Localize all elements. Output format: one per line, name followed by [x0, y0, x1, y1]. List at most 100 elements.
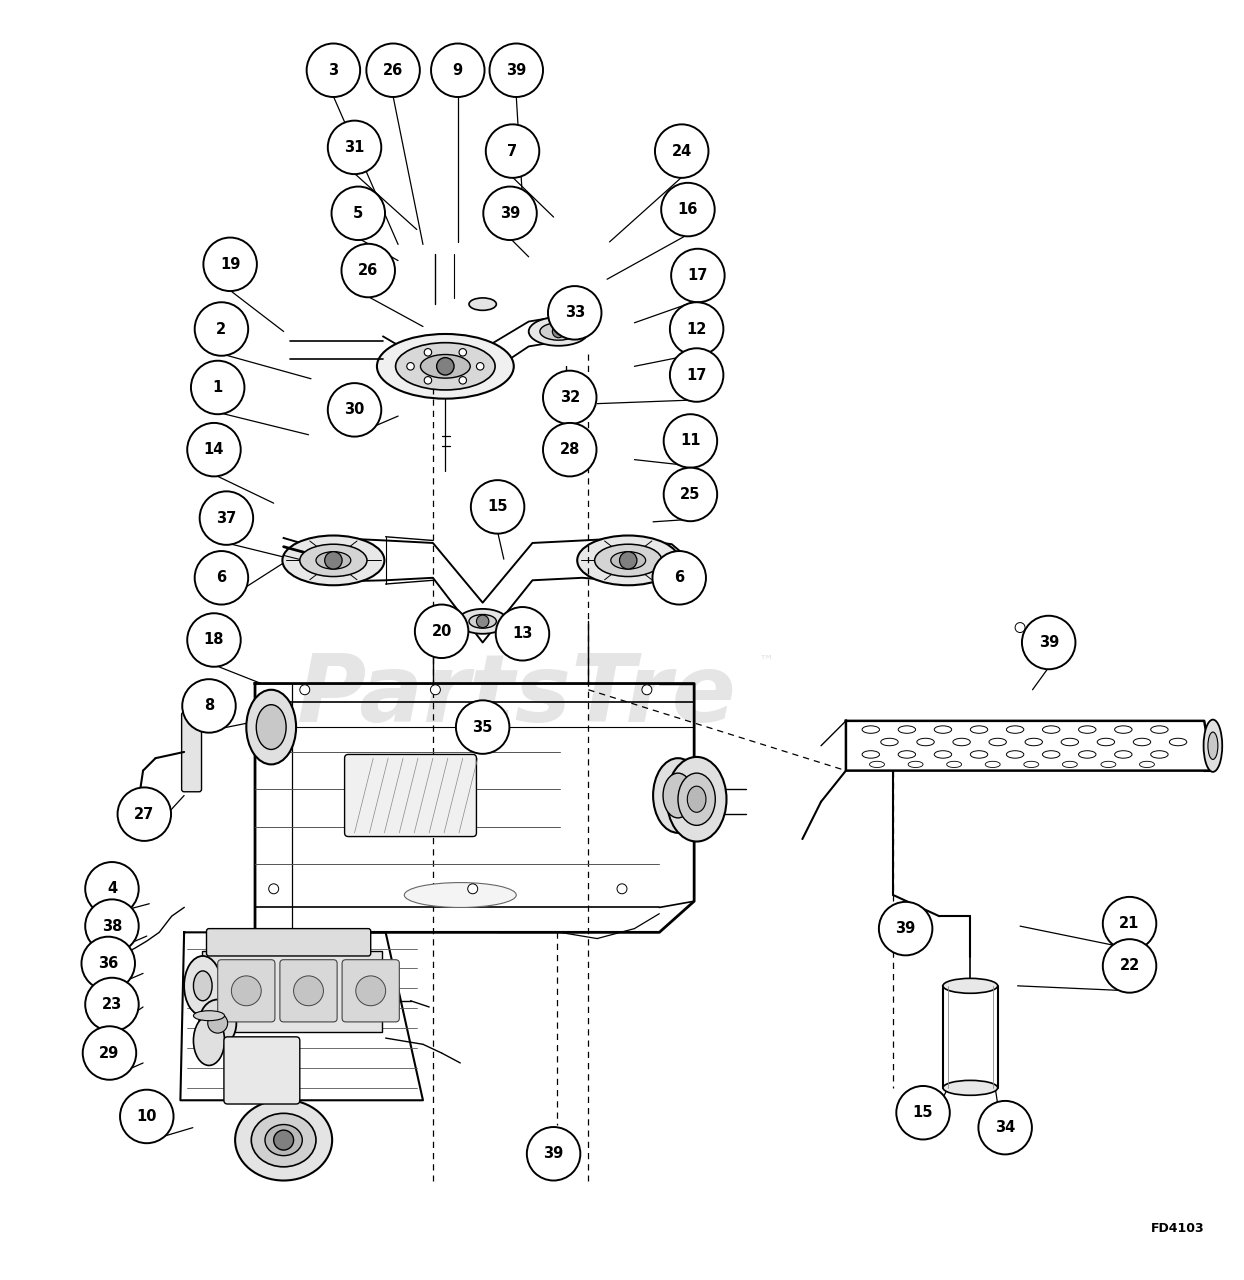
Circle shape: [485, 124, 539, 178]
Circle shape: [489, 44, 542, 97]
Ellipse shape: [1208, 732, 1218, 759]
Circle shape: [526, 1126, 580, 1180]
Ellipse shape: [1079, 750, 1096, 758]
Ellipse shape: [1115, 726, 1132, 733]
Ellipse shape: [898, 726, 916, 733]
FancyBboxPatch shape: [207, 928, 371, 956]
FancyBboxPatch shape: [557, 390, 575, 411]
Ellipse shape: [595, 544, 662, 576]
Ellipse shape: [404, 883, 516, 908]
Text: 39: 39: [896, 922, 916, 936]
Ellipse shape: [184, 956, 221, 1016]
Circle shape: [669, 348, 724, 402]
Ellipse shape: [529, 317, 588, 346]
Circle shape: [119, 1089, 173, 1143]
Ellipse shape: [469, 614, 496, 628]
Ellipse shape: [193, 1016, 224, 1065]
Ellipse shape: [1203, 719, 1222, 772]
Circle shape: [542, 422, 596, 476]
Circle shape: [199, 492, 253, 545]
Text: 18: 18: [204, 632, 224, 648]
Text: 31: 31: [345, 140, 364, 155]
Text: 9: 9: [453, 63, 463, 78]
FancyBboxPatch shape: [218, 960, 275, 1021]
FancyBboxPatch shape: [182, 712, 202, 792]
Circle shape: [1021, 616, 1075, 669]
Text: 12: 12: [687, 321, 707, 337]
Circle shape: [82, 1027, 136, 1080]
Ellipse shape: [540, 323, 577, 340]
Circle shape: [274, 1130, 294, 1149]
Ellipse shape: [953, 739, 970, 746]
Ellipse shape: [943, 978, 998, 993]
Circle shape: [878, 902, 932, 955]
Circle shape: [194, 302, 248, 356]
Text: 21: 21: [1120, 916, 1140, 931]
Circle shape: [476, 616, 489, 627]
Ellipse shape: [316, 552, 351, 570]
Ellipse shape: [687, 786, 707, 813]
Circle shape: [325, 552, 342, 570]
Ellipse shape: [1061, 739, 1079, 746]
Text: 23: 23: [102, 997, 122, 1012]
Circle shape: [437, 357, 454, 375]
Ellipse shape: [577, 535, 679, 585]
Circle shape: [203, 238, 256, 291]
Ellipse shape: [458, 609, 508, 634]
Circle shape: [331, 187, 384, 241]
Circle shape: [652, 552, 705, 604]
Text: 36: 36: [98, 956, 118, 972]
Ellipse shape: [934, 726, 952, 733]
Ellipse shape: [256, 705, 286, 750]
Ellipse shape: [1133, 739, 1151, 746]
Ellipse shape: [1024, 762, 1039, 768]
Text: 33: 33: [565, 306, 585, 320]
Circle shape: [664, 467, 717, 521]
Ellipse shape: [1006, 750, 1024, 758]
Ellipse shape: [235, 1100, 332, 1180]
Text: ™: ™: [759, 654, 774, 668]
Ellipse shape: [265, 1125, 302, 1156]
Circle shape: [85, 978, 138, 1032]
FancyBboxPatch shape: [345, 754, 476, 837]
Circle shape: [190, 361, 244, 415]
Circle shape: [424, 376, 432, 384]
Text: 26: 26: [383, 63, 403, 78]
Text: 17: 17: [687, 367, 707, 383]
Ellipse shape: [1042, 750, 1060, 758]
Text: 24: 24: [672, 143, 692, 159]
Text: 25: 25: [680, 486, 700, 502]
Ellipse shape: [193, 1011, 224, 1020]
Ellipse shape: [1169, 739, 1187, 746]
Text: 15: 15: [488, 499, 508, 515]
Circle shape: [424, 348, 432, 356]
Text: 20: 20: [432, 623, 452, 639]
Ellipse shape: [193, 972, 211, 1001]
Text: 19: 19: [220, 257, 240, 271]
Circle shape: [896, 1085, 949, 1139]
Text: 4: 4: [107, 882, 117, 896]
FancyBboxPatch shape: [280, 960, 337, 1021]
Circle shape: [407, 362, 414, 370]
Circle shape: [1102, 897, 1157, 950]
Ellipse shape: [1042, 726, 1060, 733]
Ellipse shape: [970, 750, 988, 758]
Text: 34: 34: [995, 1120, 1015, 1135]
Circle shape: [483, 187, 536, 241]
Text: 22: 22: [1120, 959, 1140, 973]
Circle shape: [208, 1014, 228, 1033]
Ellipse shape: [420, 355, 470, 378]
Circle shape: [672, 248, 724, 302]
Text: 39: 39: [506, 63, 526, 78]
Text: 32: 32: [560, 390, 580, 404]
Text: 6: 6: [216, 571, 226, 585]
Circle shape: [551, 1135, 564, 1148]
Ellipse shape: [870, 762, 884, 768]
Circle shape: [459, 348, 466, 356]
Circle shape: [662, 183, 714, 237]
Ellipse shape: [1101, 762, 1116, 768]
Circle shape: [495, 607, 549, 660]
Circle shape: [470, 480, 524, 534]
Ellipse shape: [246, 690, 296, 764]
Text: 8: 8: [204, 699, 214, 713]
